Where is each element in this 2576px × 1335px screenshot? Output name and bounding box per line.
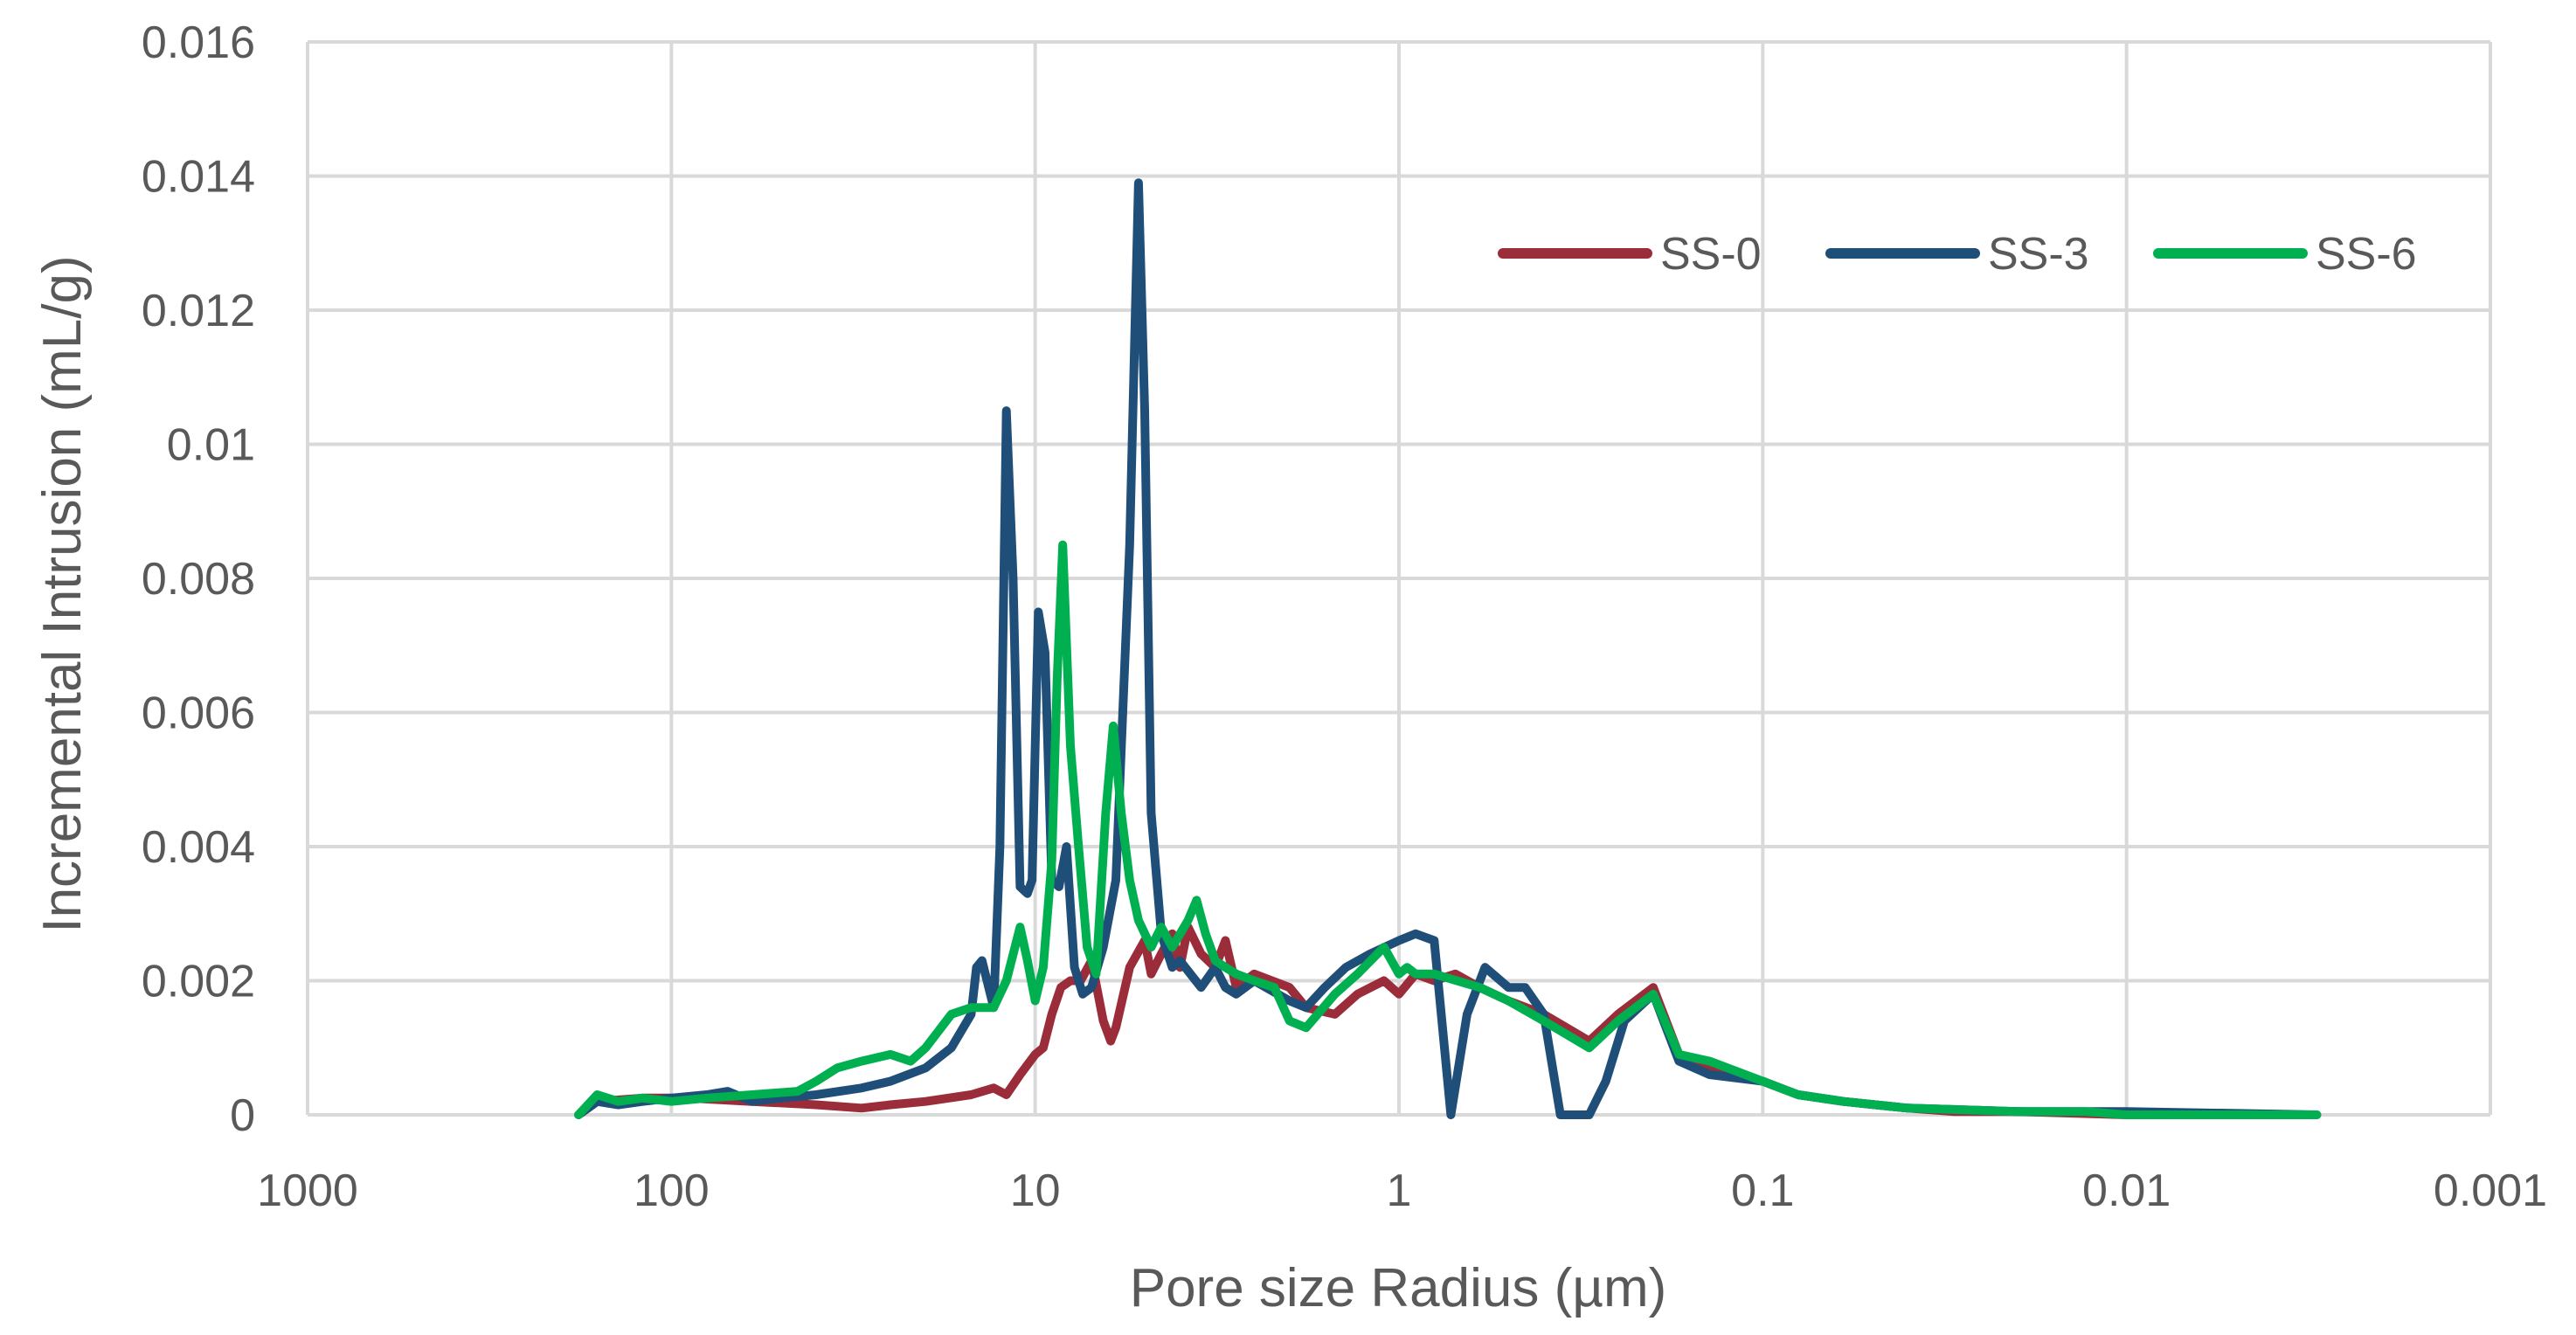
series-line-ss-3 [574,178,2322,1119]
x-tick-label: 10 [1010,1166,1061,1216]
y-tick-label: 0.002 [142,957,255,1007]
y-axis-ticks: 0 0.002 0.004 0.006 0.008 0.01 0.012 0.014 0.016 [142,17,255,1141]
x-tick-label: 1000 [257,1166,358,1216]
legend-label-ss-6: SS-6 [2316,229,2417,280]
x-tick-label: 0.1 [1731,1166,1794,1216]
y-tick-label: 0 [230,1090,255,1141]
y-tick-label: 0.012 [142,286,255,336]
x-tick-label: 100 [634,1166,710,1216]
series-lines [574,178,2322,1119]
x-axis-title: Pore size Radius (µm) [1130,1258,1667,1318]
grid-lines [306,40,2492,1117]
x-axis-ticks: 1000 100 10 1 0.1 0.01 0.001 [257,1166,2547,1216]
x-tick-label: 0.001 [2434,1166,2547,1216]
series-line-ss-6 [574,540,2322,1119]
y-tick-label: 0.01 [167,420,255,471]
legend-label-ss-3: SS-3 [1988,229,2089,280]
y-tick-label: 0.016 [142,17,255,68]
y-tick-label: 0.004 [142,822,255,873]
y-tick-label: 0.014 [142,152,255,203]
x-tick-label: 1 [1387,1166,1412,1216]
y-tick-label: 0.006 [142,688,255,739]
legend-label-ss-0: SS-0 [1660,229,1762,280]
y-tick-label: 0.008 [142,554,255,605]
y-axis-title: Incremental Intrusion (mL/g) [32,255,93,932]
x-tick-label: 0.01 [2082,1166,2171,1216]
legend: SS-0 SS-3 SS-6 [1498,229,2417,280]
